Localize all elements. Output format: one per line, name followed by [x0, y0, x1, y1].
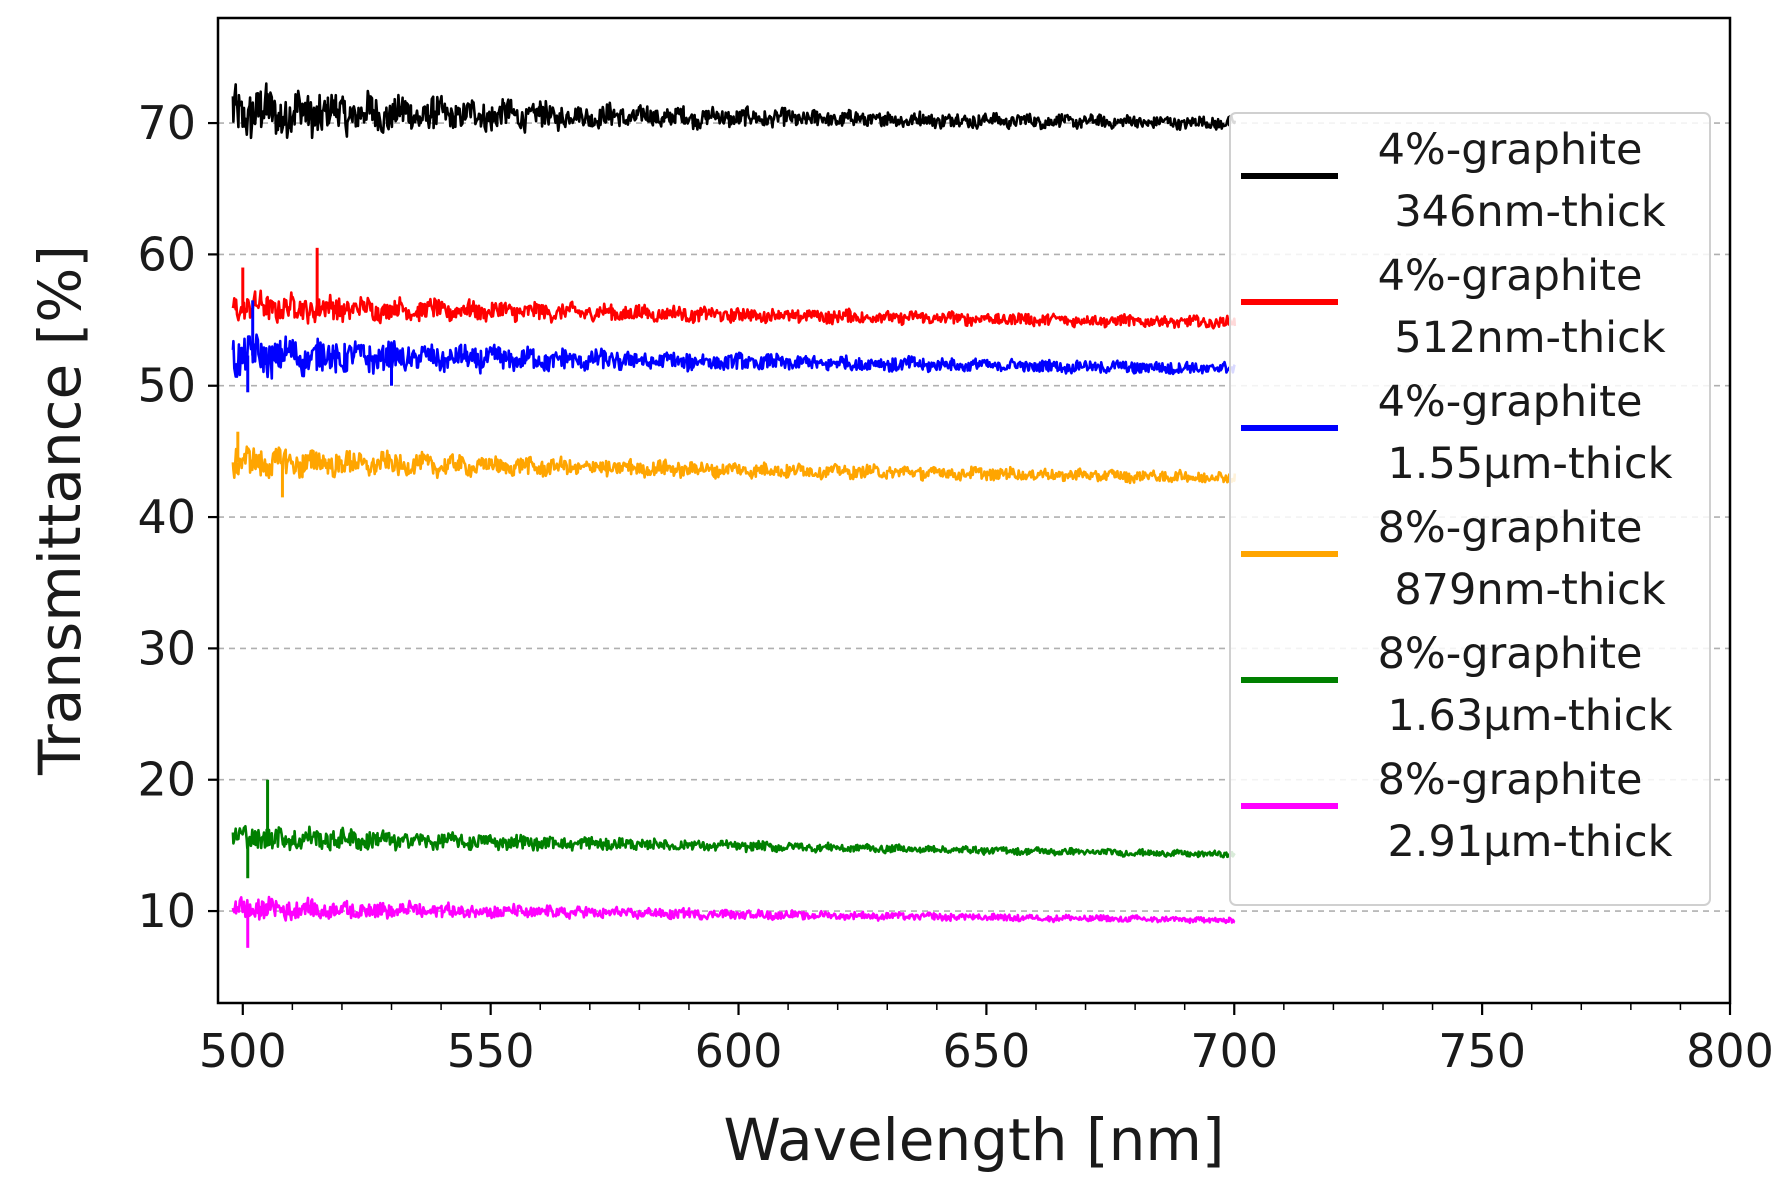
legend-label-line2: 879nm-thick [1394, 565, 1665, 615]
legend-label-line2: 346nm-thick [1394, 187, 1665, 237]
series-layer [231, 82, 1237, 948]
x-tick-label: 500 [199, 1024, 287, 1078]
legend-label-line1: 8%-graphite [1378, 629, 1643, 679]
series-line [231, 824, 1236, 859]
legend-label-line2: 1.55μm-thick [1387, 439, 1672, 489]
series-line [231, 895, 1236, 925]
y-tick-label: 70 [137, 96, 196, 150]
x-tick-label: 700 [1190, 1024, 1278, 1078]
series-line [231, 333, 1236, 380]
x-tick-label: 800 [1686, 1024, 1774, 1078]
series-line [231, 289, 1237, 330]
legend-label-line1: 4%-graphite [1378, 125, 1643, 175]
legend-label-line1: 4%-graphite [1378, 251, 1643, 301]
y-tick-label: 60 [137, 227, 196, 281]
series-line [231, 445, 1237, 485]
x-tick-label: 550 [447, 1024, 535, 1078]
legend-label-line2: 2.91μm-thick [1387, 817, 1672, 867]
legend-label-line2: 1.63μm-thick [1387, 691, 1672, 741]
legend-label-line2: 512nm-thick [1394, 313, 1665, 363]
y-tick-label: 30 [137, 621, 196, 675]
legend-label-line1: 4%-graphite [1378, 377, 1643, 427]
tick-layer: 10 20 30 40 50 60 70 500 550 600 650 700 750 800 [137, 96, 1773, 1078]
y-axis-label: Transmittance [%] [26, 245, 94, 776]
y-tick-label: 20 [137, 753, 196, 807]
x-tick-label: 650 [942, 1024, 1030, 1078]
legend-box [1229, 112, 1711, 906]
x-tick-label: 600 [695, 1024, 783, 1078]
y-tick-label: 40 [137, 490, 196, 544]
legend-label-line1: 8%-graphite [1378, 503, 1643, 553]
y-tick-label: 50 [137, 359, 196, 413]
legend: 4%-graphite 346nm-thick 4%-graphite 512nm-t… [1229, 112, 1711, 906]
legend-label-line1: 8%-graphite [1378, 755, 1643, 805]
plot-frame [216, 16, 1732, 1005]
series-line [231, 82, 1237, 140]
x-tick-label: 750 [1438, 1024, 1526, 1078]
y-tick-label: 10 [137, 884, 196, 938]
x-axis-label: Wavelength [nm] [723, 1106, 1224, 1174]
